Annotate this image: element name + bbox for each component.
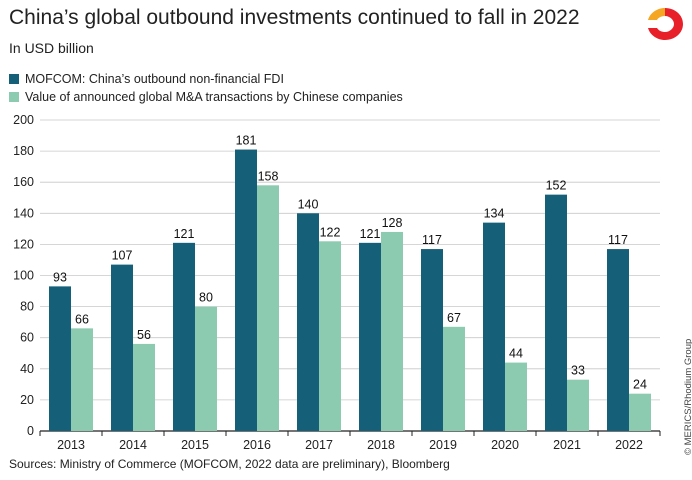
- bar-fdi: [173, 242, 195, 431]
- bar-ma: [319, 241, 341, 431]
- y-tick-label: 40: [20, 362, 34, 376]
- data-label: 140: [298, 197, 319, 211]
- bar-fdi: [235, 149, 257, 432]
- bars: [49, 149, 651, 432]
- copyright-note: © MERICS/Rhodium Group: [683, 338, 692, 455]
- x-tick-label: 2018: [367, 438, 395, 452]
- data-label: 80: [199, 291, 213, 305]
- data-label: 66: [75, 312, 89, 326]
- bar-ma: [505, 362, 527, 431]
- y-tick-label: 120: [13, 237, 34, 251]
- bar-ma: [629, 393, 651, 431]
- y-tick-label: 140: [13, 206, 34, 220]
- x-tick-label: 2015: [181, 438, 209, 452]
- data-label: 128: [382, 216, 403, 230]
- data-label: 56: [137, 328, 151, 342]
- labels: 0 20 40 60 80 100 120 140 160 180 200 2013 93 66 2014 1…: [13, 113, 647, 452]
- y-tick-label: 60: [20, 331, 34, 345]
- x-tick-label: 2019: [429, 438, 457, 452]
- bar-fdi: [421, 249, 443, 431]
- data-label: 122: [320, 225, 341, 239]
- bar-ma: [381, 231, 403, 431]
- y-tick-label: 180: [13, 144, 34, 158]
- legend: MOFCOM: China’s outbound non-financial F…: [9, 70, 403, 106]
- data-label: 181: [236, 134, 257, 148]
- x-tick-label: 2013: [57, 438, 85, 452]
- data-label: 117: [422, 233, 442, 247]
- data-label: 107: [112, 249, 133, 263]
- y-tick-label: 100: [13, 269, 34, 283]
- bar-fdi: [359, 242, 381, 431]
- bar-fdi: [545, 194, 567, 431]
- chart-title: China’s global outbound investments cont…: [9, 6, 580, 29]
- data-label: 121: [360, 227, 381, 241]
- y-tick-label: 80: [20, 300, 34, 314]
- source-note: Sources: Ministry of Commerce (MOFCOM, 2…: [9, 457, 450, 471]
- legend-item-ma: Value of announced global M&A transactio…: [9, 88, 403, 106]
- bar-ma: [195, 306, 217, 431]
- data-label: 152: [546, 179, 567, 193]
- x-tick-label: 2014: [119, 438, 147, 452]
- y-tick-label: 200: [13, 113, 34, 127]
- y-tick-label: 20: [20, 393, 34, 407]
- y-tick-label: 160: [13, 175, 34, 189]
- data-label: 134: [484, 207, 505, 221]
- bar-ma: [133, 343, 155, 431]
- x-tick-label: 2020: [491, 438, 519, 452]
- bar-ma: [567, 379, 589, 431]
- bar-ma: [71, 328, 93, 431]
- data-label: 33: [571, 364, 585, 378]
- x-tick-label: 2017: [305, 438, 333, 452]
- chart-subtitle: In USD billion: [9, 40, 94, 56]
- x-tick-label: 2016: [243, 438, 271, 452]
- bar-fdi: [483, 222, 505, 431]
- data-label: 67: [447, 311, 461, 325]
- legend-label-ma: Value of announced global M&A transactio…: [25, 90, 403, 104]
- data-label: 117: [608, 233, 628, 247]
- legend-item-fdi: MOFCOM: China’s outbound non-financial F…: [9, 70, 403, 88]
- data-label: 93: [53, 270, 67, 284]
- data-label: 121: [174, 227, 195, 241]
- legend-swatch-fdi: [9, 74, 19, 84]
- data-label: 44: [509, 347, 523, 361]
- bar-ma: [257, 185, 279, 431]
- merics-logo-icon: [648, 8, 683, 40]
- y-tick-label: 0: [27, 424, 34, 438]
- bar-ma: [443, 326, 465, 431]
- x-tick-label: 2021: [553, 438, 581, 452]
- bar-fdi: [111, 264, 133, 431]
- legend-swatch-ma: [9, 92, 19, 102]
- data-label: 24: [633, 378, 647, 392]
- bar-fdi: [49, 286, 71, 431]
- x-tick-label: 2022: [615, 438, 643, 452]
- bar-fdi: [297, 213, 319, 431]
- legend-label-fdi: MOFCOM: China’s outbound non-financial F…: [25, 72, 284, 86]
- data-label: 158: [258, 169, 279, 183]
- bar-fdi: [607, 249, 629, 431]
